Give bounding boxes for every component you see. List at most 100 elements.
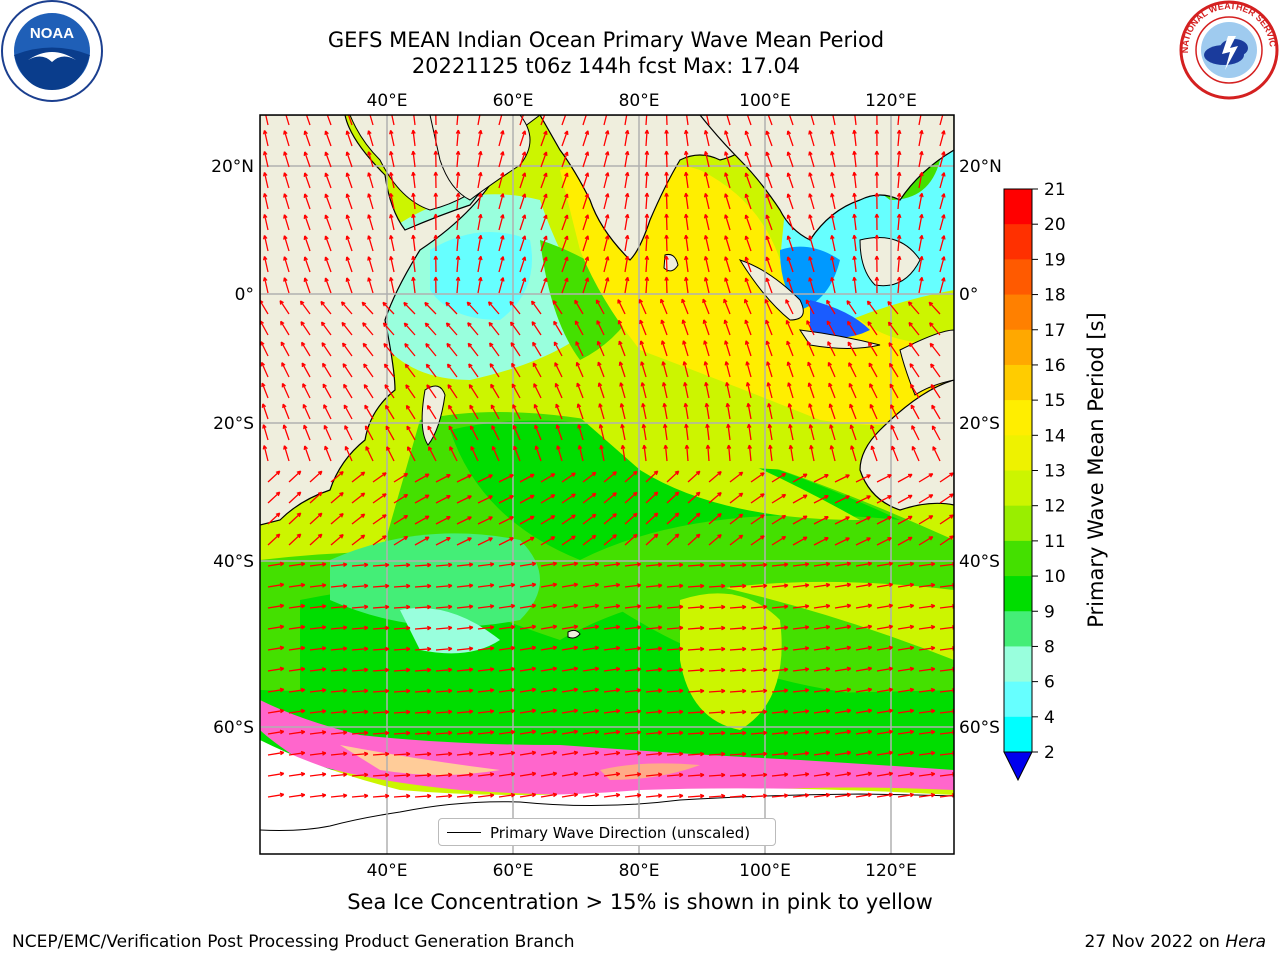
wave-arrow — [918, 115, 922, 126]
wave-arrow — [771, 688, 789, 693]
wave-arrow — [267, 750, 285, 756]
wave-arrow — [267, 470, 281, 483]
wave-arrow — [666, 667, 684, 673]
wave-arrow — [685, 115, 689, 126]
wave-arrow — [509, 321, 521, 336]
wave-arrow — [345, 151, 353, 168]
wave-arrow — [491, 425, 500, 441]
wave-arrow — [267, 603, 285, 609]
wave-arrow — [729, 513, 744, 525]
wave-arrow — [345, 130, 353, 147]
wave-arrow — [455, 150, 461, 168]
wave-arrow — [708, 772, 726, 778]
wave-arrow — [540, 750, 558, 756]
wave-arrow — [855, 582, 873, 588]
wave-arrow — [288, 561, 306, 567]
wave-arrow — [411, 171, 416, 189]
wave-arrow — [330, 604, 348, 610]
wave-arrow — [666, 793, 684, 799]
wave-arrow — [618, 340, 626, 357]
wave-arrow — [683, 171, 689, 189]
wave-arrow — [874, 255, 880, 273]
wave-arrow — [389, 150, 395, 168]
wave-arrow — [288, 708, 306, 714]
wave-arrow — [855, 792, 873, 798]
wave-arrow — [644, 150, 650, 168]
wave-arrow — [393, 772, 411, 778]
wave-arrow — [750, 535, 765, 546]
wave-arrow — [645, 688, 663, 694]
wave-arrow — [326, 115, 332, 126]
colorbar-tick-label: 8 — [1044, 637, 1055, 657]
wave-arrow — [874, 276, 880, 294]
wave-arrow — [519, 582, 537, 588]
wave-arrow — [603, 603, 621, 609]
wave-arrow — [445, 301, 458, 315]
wave-arrow — [324, 445, 332, 462]
lat-tick-right: 20°S — [959, 414, 1000, 434]
wave-arrow — [792, 494, 808, 504]
wave-arrow — [771, 604, 789, 609]
wave-arrow — [681, 298, 689, 315]
wave-arrow — [907, 301, 920, 315]
wave-arrow — [283, 130, 290, 147]
wave-arrow — [931, 404, 941, 420]
wave-arrow — [303, 235, 311, 252]
wave-arrow — [918, 515, 934, 525]
wave-arrow — [283, 277, 290, 294]
wave-arrow — [897, 687, 915, 693]
wave-arrow — [330, 471, 344, 483]
wave-arrow — [684, 444, 690, 462]
wave-arrow — [683, 192, 689, 210]
wave-arrow — [446, 342, 458, 357]
wave-arrow — [519, 256, 527, 273]
colorbar-swatch — [1004, 364, 1032, 401]
wave-arrow — [750, 472, 765, 483]
wave-arrow — [624, 625, 642, 630]
wave-arrow — [834, 708, 852, 714]
wave-arrow — [267, 771, 285, 777]
wave-arrow — [411, 150, 416, 168]
colorbar-swatch — [1004, 400, 1032, 436]
wave-arrow — [683, 276, 689, 294]
wave-arrow — [456, 730, 474, 735]
wave-arrow — [389, 234, 395, 252]
wave-arrow — [852, 171, 857, 189]
wave-arrow — [389, 171, 395, 189]
wave-arrow — [771, 667, 789, 672]
wave-arrow — [345, 193, 353, 210]
wave-arrow — [786, 361, 794, 378]
wave-arrow — [687, 604, 705, 610]
wave-arrow — [939, 256, 946, 273]
wave-arrow — [345, 235, 353, 252]
wave-arrow — [288, 666, 306, 672]
wave-arrow — [425, 343, 437, 357]
wave-arrow — [320, 321, 332, 336]
wave-arrow — [869, 403, 878, 420]
wave-arrow — [540, 603, 558, 609]
wave-arrow — [682, 340, 689, 357]
wave-arrow — [603, 277, 610, 294]
wave-arrow — [867, 321, 878, 336]
wave-arrow — [687, 533, 701, 546]
wave-arrow — [787, 382, 794, 399]
wave-arrow — [603, 708, 621, 714]
wave-arrow — [267, 491, 281, 504]
wave-arrow — [582, 256, 590, 273]
wave-arrow — [456, 537, 472, 546]
wave-arrow — [813, 582, 831, 588]
wave-arrow — [624, 604, 642, 609]
colorbar-tick-label: 6 — [1044, 673, 1055, 693]
wave-arrow — [262, 234, 269, 252]
wave-arrow — [414, 625, 432, 631]
wave-arrow — [708, 709, 726, 715]
wave-arrow — [876, 750, 894, 756]
wave-arrow — [519, 193, 527, 210]
wave-arrow — [918, 213, 924, 231]
wave-arrow — [344, 445, 353, 462]
wave-arrow — [367, 151, 374, 168]
wave-arrow — [765, 214, 773, 231]
wave-arrow — [386, 446, 395, 462]
wave-arrow — [808, 214, 815, 231]
wave-arrow — [561, 514, 576, 525]
